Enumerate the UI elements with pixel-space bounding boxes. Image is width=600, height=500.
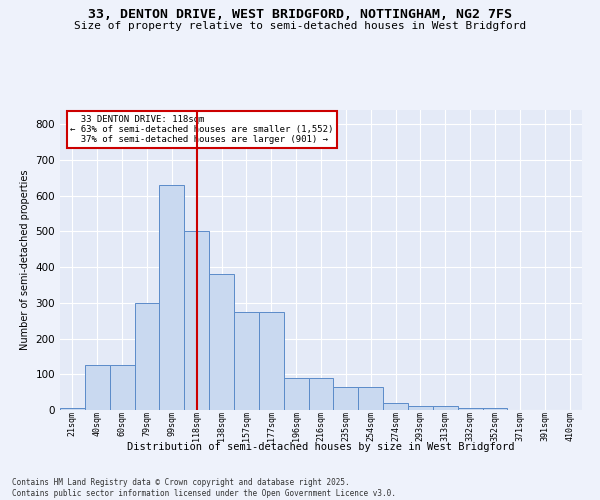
Text: Distribution of semi-detached houses by size in West Bridgford: Distribution of semi-detached houses by … bbox=[127, 442, 515, 452]
Bar bbox=[458, 408, 482, 410]
Text: 33 DENTON DRIVE: 118sqm
← 63% of semi-detached houses are smaller (1,552)
  37% : 33 DENTON DRIVE: 118sqm ← 63% of semi-de… bbox=[70, 114, 334, 144]
Bar bbox=[308, 378, 334, 410]
Bar bbox=[284, 378, 308, 410]
Bar bbox=[184, 232, 209, 410]
Text: Size of property relative to semi-detached houses in West Bridgford: Size of property relative to semi-detach… bbox=[74, 21, 526, 31]
Bar bbox=[433, 406, 458, 410]
Bar bbox=[110, 366, 134, 410]
Bar bbox=[85, 366, 110, 410]
Bar bbox=[383, 403, 408, 410]
Bar bbox=[234, 312, 259, 410]
Bar bbox=[334, 387, 358, 410]
Bar bbox=[259, 312, 284, 410]
Bar bbox=[160, 185, 184, 410]
Bar bbox=[408, 406, 433, 410]
Text: Contains HM Land Registry data © Crown copyright and database right 2025.
Contai: Contains HM Land Registry data © Crown c… bbox=[12, 478, 396, 498]
Bar bbox=[209, 274, 234, 410]
Bar bbox=[134, 303, 160, 410]
Bar bbox=[482, 408, 508, 410]
Bar bbox=[358, 387, 383, 410]
Bar bbox=[60, 408, 85, 410]
Y-axis label: Number of semi-detached properties: Number of semi-detached properties bbox=[20, 170, 30, 350]
Text: 33, DENTON DRIVE, WEST BRIDGFORD, NOTTINGHAM, NG2 7FS: 33, DENTON DRIVE, WEST BRIDGFORD, NOTTIN… bbox=[88, 8, 512, 20]
